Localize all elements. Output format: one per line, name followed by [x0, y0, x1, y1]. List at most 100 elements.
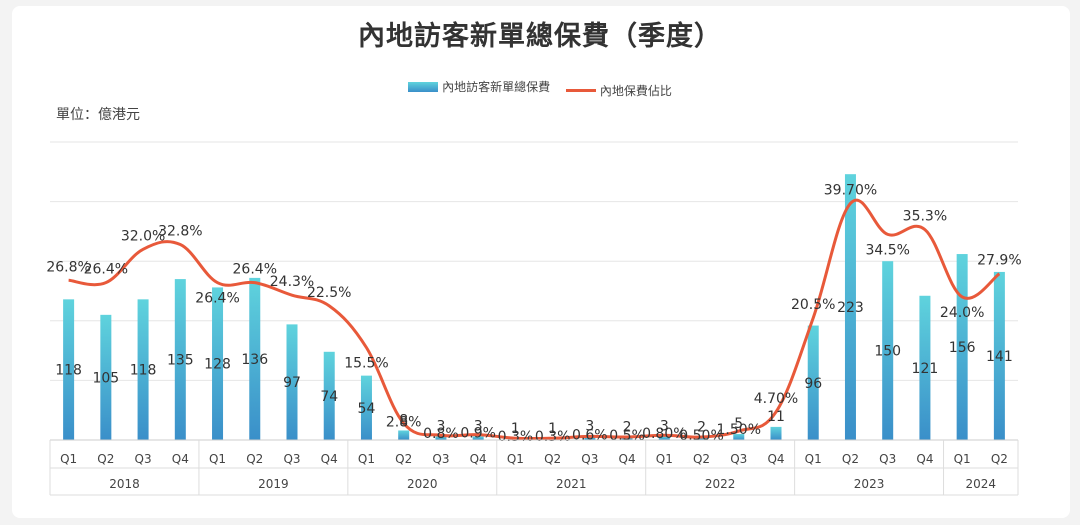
- share-line: [68, 198, 1001, 441]
- bar-value-label: 8: [399, 412, 408, 428]
- line-value-label: 1.50%: [717, 422, 761, 438]
- line-value-label: 0.9%: [460, 426, 496, 442]
- x-tick-label: Q4: [321, 452, 338, 466]
- x-tick-label: Q3: [432, 452, 449, 466]
- x-tick-label: Q1: [805, 452, 822, 466]
- bar-25: [956, 254, 968, 440]
- x-tick-label: Q2: [246, 452, 263, 466]
- bar-3: [137, 299, 149, 440]
- line-value-label: 26.4%: [84, 262, 128, 278]
- bar-26: [993, 271, 1005, 440]
- bar-17: [658, 436, 670, 440]
- year-label: 2024: [965, 477, 996, 491]
- bar-value-label: 156: [949, 340, 976, 356]
- bar-1: [63, 299, 75, 440]
- legend-item-premium[interactable]: 內地訪客新單總保費: [408, 78, 550, 95]
- x-tick-label: Q2: [991, 452, 1008, 466]
- line-value-label: 0.8%: [423, 426, 459, 442]
- bar-value-label: 1: [548, 421, 557, 437]
- bar-value-label: 223: [837, 300, 864, 316]
- x-tick-label: Q2: [693, 452, 710, 466]
- line-value-label: 20.5%: [791, 297, 835, 313]
- line-value-label: 15.5%: [344, 356, 388, 372]
- bar-24: [919, 295, 931, 440]
- bar-5: [212, 287, 224, 440]
- bar-value-label: 74: [320, 389, 338, 405]
- bar-15: [584, 436, 596, 440]
- line-value-label: 22.5%: [307, 285, 351, 301]
- line-value-label: 32.0%: [121, 228, 165, 244]
- line-value-label: 4.70%: [754, 391, 798, 407]
- x-tick-label: Q3: [730, 452, 747, 466]
- line-value-label: 24.0%: [940, 305, 984, 321]
- bar-22: [844, 174, 856, 440]
- line-value-label: 0.3%: [535, 429, 571, 445]
- bar-10: [398, 430, 410, 440]
- line-value-label: 35.3%: [903, 209, 947, 225]
- legend-label-premium: 內地訪客新單總保費: [442, 80, 551, 94]
- legend-item-share[interactable]: 內地保費佔比: [565, 82, 672, 99]
- bar-value-label: 3: [660, 418, 669, 434]
- x-tick-label: Q1: [358, 452, 375, 466]
- bar-11: [435, 436, 447, 440]
- bar-value-label: 3: [585, 418, 594, 434]
- bar-value-label: 96: [804, 376, 822, 392]
- x-tick-label: Q3: [283, 452, 300, 466]
- bar-value-label: 2: [623, 420, 632, 436]
- line-value-label: 24.3%: [270, 274, 314, 290]
- bar-value-label: 118: [130, 363, 157, 379]
- line-value-label: 0.6%: [572, 427, 608, 443]
- bar-23: [882, 261, 894, 440]
- x-tick-label: Q2: [97, 452, 114, 466]
- year-label: 2019: [258, 477, 289, 491]
- line-value-label: 26.4%: [195, 291, 239, 307]
- bar-value-label: 121: [912, 361, 939, 377]
- line-value-label: 26.8%: [46, 259, 90, 275]
- chart-panel: [12, 6, 1070, 518]
- year-label: 2023: [854, 477, 885, 491]
- bar-7: [286, 324, 298, 440]
- x-tick-label: Q1: [60, 452, 77, 466]
- bar-21: [807, 325, 819, 440]
- bar-2: [100, 314, 112, 440]
- line-value-label: 0.5%: [609, 428, 645, 444]
- line-value-label: 39.70%: [824, 182, 877, 198]
- line-value-label: 0.3%: [498, 429, 534, 445]
- line-value-label: 26.4%: [233, 262, 277, 278]
- x-tick-label: Q4: [619, 452, 636, 466]
- x-tick-label: Q1: [507, 452, 524, 466]
- legend-label-share: 內地保費佔比: [599, 83, 672, 98]
- line-value-label: 0.80%: [642, 426, 686, 442]
- legend-line-swatch: [565, 88, 596, 92]
- bar-16: [621, 437, 633, 440]
- year-label: 2020: [407, 477, 438, 491]
- line-value-label: 34.5%: [865, 242, 909, 258]
- bar-value-label: 128: [204, 357, 231, 373]
- bar-value-label: 118: [55, 363, 82, 379]
- bar-18: [696, 437, 708, 440]
- bar-value-label: 3: [474, 418, 483, 434]
- bar-19: [733, 434, 745, 440]
- bar-value-label: 97: [283, 375, 301, 391]
- line-value-label: 2.8%: [386, 414, 422, 430]
- bar-value-label: 3: [436, 418, 445, 434]
- chart-legend: 內地訪客新單總保費 內地保費佔比: [0, 78, 1080, 99]
- x-tick-label: Q2: [842, 452, 859, 466]
- bar-value-label: 105: [92, 370, 119, 386]
- x-tick-label: Q1: [954, 452, 971, 466]
- bar-4: [174, 279, 186, 440]
- bar-value-label: 141: [986, 349, 1013, 365]
- legend-bar-swatch: [408, 81, 439, 92]
- bar-value-label: 2: [697, 420, 706, 436]
- x-tick-label: Q4: [916, 452, 933, 466]
- bar-6: [249, 277, 261, 440]
- bar-value-label: 5: [734, 416, 743, 432]
- year-label: 2021: [556, 477, 587, 491]
- bar-value-label: 135: [167, 353, 194, 369]
- x-tick-label: Q3: [135, 452, 152, 466]
- x-tick-label: Q3: [879, 452, 896, 466]
- bar-value-label: 136: [241, 352, 268, 368]
- unit-label: 單位：億港元: [56, 107, 140, 123]
- line-value-label: 32.8%: [158, 224, 202, 240]
